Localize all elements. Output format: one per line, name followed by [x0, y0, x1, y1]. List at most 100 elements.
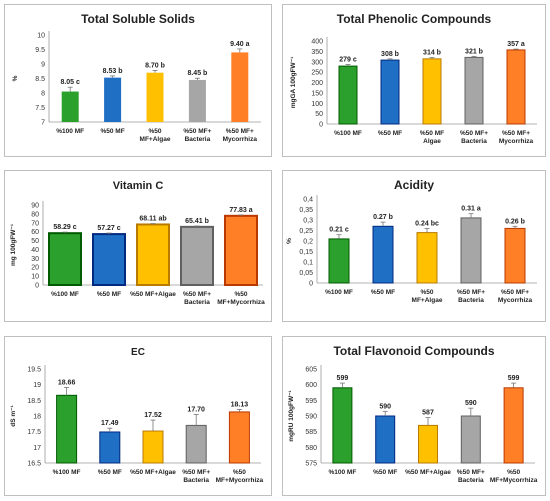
data-label: 308 b [381, 51, 399, 58]
y-tick-label: 400 [311, 39, 323, 46]
category-label: Bacteria [458, 297, 484, 304]
y-axis-label: mgGA 100gFW⁻¹ [290, 57, 297, 109]
y-tick-label: 18 [33, 414, 41, 421]
y-tick-label: 0,15 [299, 249, 313, 256]
y-tick-label: 8.5 [35, 76, 45, 83]
chart-svg: Total Phenolic Compounds mgGA 100gFW⁻¹ 0 50… [290, 12, 537, 145]
category-label: %50 MF+Algae [130, 469, 176, 476]
data-label: 0.24 bc [415, 220, 439, 227]
bar [224, 214, 258, 286]
y-tick-label: 50 [31, 238, 39, 245]
y-tick-label: 17.5 [27, 429, 41, 436]
bar [380, 59, 400, 125]
category-label: %50 MF+Algae [130, 291, 176, 298]
y-axis-label: mgRU 100gFW⁻¹ [288, 390, 295, 441]
data-label: 8.45 b [187, 70, 207, 77]
category-label: %50 MF+ [183, 291, 211, 298]
chart-svg: Total Soluble Solids% 7 7.5 8 8.5 9 9.5 10 8.05 … [12, 12, 261, 143]
y-tick-label: 18.5 [27, 398, 41, 405]
bar [188, 79, 206, 122]
category-label: MF+Algae [412, 297, 443, 304]
category-label: %50 MF+ [183, 128, 211, 135]
category-label: Algae [423, 138, 441, 145]
y-tick-label: 60 [31, 229, 39, 236]
y-tick-label: 300 [311, 59, 323, 66]
y-tick-label: 0,3 [303, 218, 313, 225]
category-label: MF+Algae [140, 136, 171, 143]
chart-panel-total-flavonoid-compounds: Total Flavonoid Compounds mgRU 100gFW⁻¹ 57… [282, 336, 546, 496]
category-label: %50 [148, 128, 161, 135]
data-label: 0.31 a [461, 206, 481, 213]
data-label: 8.70 b [145, 62, 165, 69]
y-axis-label: % [12, 75, 19, 81]
category-label: %50 MF [97, 291, 121, 298]
data-label: 58.29 c [53, 224, 76, 231]
category-label: %50 MF [371, 289, 395, 296]
y-tick-label: 20 [31, 265, 39, 272]
y-tick-label: 150 [311, 90, 323, 97]
y-tick-label: 585 [305, 429, 317, 436]
bar [185, 424, 207, 464]
bar [56, 394, 78, 464]
data-label: 17.52 [144, 412, 162, 419]
y-tick-label: 0,25 [299, 228, 313, 235]
y-tick-label: 40 [31, 247, 39, 254]
bar [372, 225, 394, 284]
category-label: %50 [420, 289, 433, 296]
category-label: %100 MF [53, 469, 81, 476]
category-label: %50 [234, 291, 247, 298]
bar [146, 72, 164, 122]
y-tick-label: 19 [33, 382, 41, 389]
y-tick-label: 605 [305, 367, 317, 374]
data-label: 590 [465, 400, 477, 407]
bar [231, 52, 249, 122]
y-tick-label: 10 [37, 33, 45, 40]
y-tick-label: 9 [41, 62, 45, 69]
bar [416, 232, 438, 284]
category-label: %100 MF [51, 291, 79, 298]
y-tick-label: 19.5 [27, 367, 41, 374]
y-tick-label: 16.5 [27, 461, 41, 468]
chart-title: EC [131, 347, 145, 358]
category-label: MF+Mycorrhiza [490, 477, 538, 484]
bar [136, 223, 170, 286]
category-label: %50 MF+Algae [405, 469, 451, 476]
chart-svg: EC dS m⁻¹ 16.5 17 17.5 18 18.5 19 19.5 18.66 %100 … [10, 347, 264, 484]
y-axis-label: % [286, 238, 293, 244]
category-label: %50 [507, 469, 520, 476]
category-label: %50 MF+ [457, 289, 485, 296]
data-label: 8.05 c [60, 79, 80, 86]
category-label: MF+Mycorrhiza [216, 477, 264, 484]
y-tick-label: 0 [309, 281, 313, 288]
category-label: %100 MF [325, 289, 353, 296]
data-label: 8.53 b [103, 68, 123, 75]
chart-title: Acidity [394, 178, 434, 192]
y-tick-label: 200 [311, 80, 323, 87]
y-tick-label: 0,2 [303, 239, 313, 246]
data-label: 65.41 b [185, 218, 209, 225]
data-label: 18.66 [58, 379, 76, 386]
category-label: Bacteria [184, 299, 210, 306]
chart-svg: Total Flavonoid Compounds mgRU 100gFW⁻¹ 57… [288, 344, 538, 484]
category-label: %50 MF+ [457, 469, 485, 476]
data-label: 57.27 c [97, 225, 120, 232]
data-label: 321 b [465, 48, 483, 55]
data-label: 17.49 [101, 420, 119, 427]
bar [332, 387, 353, 464]
data-label: 17.70 [187, 406, 205, 413]
bar [99, 431, 121, 464]
category-label: MF+Mycorrhiza [217, 299, 265, 306]
y-tick-label: 600 [305, 382, 317, 389]
chart-panel-vitamin-c: Vitamin C mg 100gFW⁻¹ 0 10 20 30 40 50 60 70 80 90 5… [4, 170, 272, 322]
chart-title: Total Phenolic Compounds [337, 12, 492, 26]
data-label: 357 a [507, 41, 525, 48]
bar [503, 387, 524, 464]
bar [375, 415, 396, 464]
data-label: 599 [508, 375, 520, 382]
category-label: %50 MF+ [226, 128, 254, 135]
chart-title: Total Flavonoid Compounds [333, 344, 494, 358]
chart-panel-total-soluble-solids: Total Soluble Solids% 7 7.5 8 8.5 9 9.5 10 8.05 … [4, 4, 272, 157]
bar [338, 65, 358, 125]
y-tick-label: 590 [305, 414, 317, 421]
y-tick-label: 90 [31, 203, 39, 210]
